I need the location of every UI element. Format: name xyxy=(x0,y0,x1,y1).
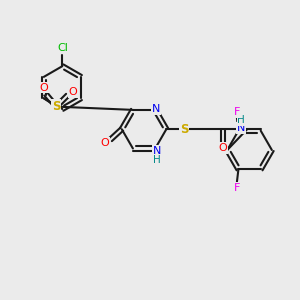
Text: O: O xyxy=(100,138,109,148)
Text: S: S xyxy=(52,100,61,113)
Text: S: S xyxy=(180,123,188,136)
Text: O: O xyxy=(39,82,48,93)
Text: N: N xyxy=(237,123,245,133)
Text: N: N xyxy=(152,104,160,114)
Text: H: H xyxy=(237,115,245,125)
Text: Cl: Cl xyxy=(57,43,68,53)
Text: N: N xyxy=(152,146,161,156)
Text: F: F xyxy=(234,183,240,193)
Text: H: H xyxy=(153,155,160,165)
Text: O: O xyxy=(68,87,77,97)
Text: O: O xyxy=(218,142,227,153)
Text: F: F xyxy=(234,107,240,117)
